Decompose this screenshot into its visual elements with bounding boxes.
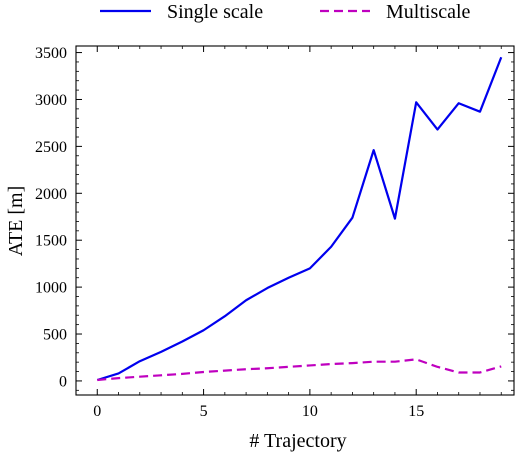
x-tick-label: 5 (200, 403, 208, 420)
y-tick-label: 1500 (35, 233, 67, 250)
legend-label-single-scale: Single scale (167, 1, 263, 23)
x-tick-label: 0 (93, 403, 101, 420)
series-line-multiscale (97, 358, 502, 382)
y-tick-label: 500 (43, 327, 67, 344)
y-tick-label: 2500 (35, 139, 67, 156)
y-tick-label: 0 (59, 373, 67, 390)
axis-ticks: 0 5 10 15 0 500 1000 1500 2000 2500 3000 3500 (35, 45, 514, 420)
x-tick-label: 15 (408, 403, 424, 420)
legend: Single scale Multiscale (100, 1, 471, 23)
y-tick-label: 3500 (35, 45, 67, 62)
series-layer (96, 56, 503, 382)
x-tick-label: 10 (302, 403, 318, 420)
y-axis-label: ATE [m] (5, 186, 27, 257)
x-axis-label: # Trajectory (249, 430, 346, 452)
legend-label-multiscale: Multiscale (386, 1, 471, 23)
plot-frame (75, 45, 515, 396)
y-tick-label: 3000 (35, 92, 67, 109)
series-line-single-scale (96, 56, 503, 382)
y-tick-label: 2000 (35, 186, 67, 203)
plot-area: 0 5 10 15 0 500 1000 1500 2000 2500 3000 3500 (35, 45, 515, 420)
y-tick-label: 1000 (35, 280, 67, 297)
